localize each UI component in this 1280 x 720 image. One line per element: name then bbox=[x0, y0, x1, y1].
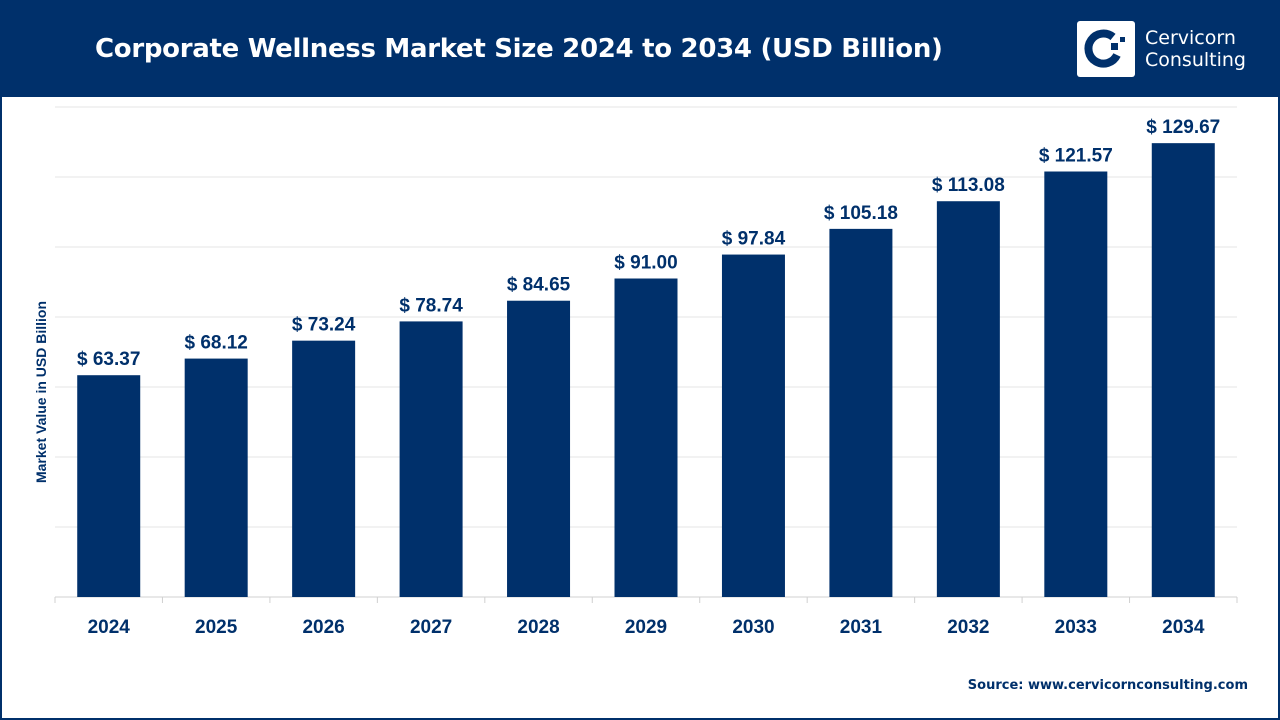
bar bbox=[829, 228, 893, 597]
chart-title: Corporate Wellness Market Size 2024 to 2… bbox=[95, 34, 943, 64]
bar bbox=[614, 278, 678, 597]
data-label: $ 97.84 bbox=[722, 229, 786, 250]
data-label: $ 129.67 bbox=[1146, 117, 1220, 138]
data-label: $ 68.12 bbox=[184, 333, 247, 354]
x-tick-label: 2032 bbox=[947, 617, 989, 638]
y-axis-label: Market Value in USD Billion bbox=[33, 301, 49, 483]
data-label: $ 105.18 bbox=[824, 203, 898, 224]
bar bbox=[399, 321, 463, 597]
data-label: $ 121.57 bbox=[1039, 146, 1113, 167]
x-tick-label: 2026 bbox=[302, 617, 344, 638]
header-banner: Corporate Wellness Market Size 2024 to 2… bbox=[0, 0, 1280, 97]
bar bbox=[721, 254, 785, 597]
logo-text: Cervicorn Consulting bbox=[1145, 27, 1246, 71]
x-tick-label: 2034 bbox=[1162, 617, 1205, 638]
data-label: $ 78.74 bbox=[399, 295, 463, 316]
x-tick-label: 2024 bbox=[88, 617, 131, 638]
bar bbox=[77, 375, 141, 597]
x-tick-label: 2029 bbox=[625, 617, 667, 638]
logo-line2: Consulting bbox=[1145, 49, 1246, 71]
x-tick-label: 2033 bbox=[1055, 617, 1097, 638]
bar bbox=[292, 340, 356, 597]
x-tick-label: 2027 bbox=[410, 617, 452, 638]
data-label: $ 73.24 bbox=[292, 315, 356, 336]
data-label: $ 63.37 bbox=[77, 349, 140, 370]
data-label: $ 84.65 bbox=[507, 275, 571, 296]
x-tick-label: 2031 bbox=[840, 617, 883, 638]
data-label: $ 113.08 bbox=[932, 175, 1005, 196]
x-tick-label: 2028 bbox=[517, 617, 559, 638]
source-note: Source: www.cervicornconsulting.com bbox=[967, 678, 1248, 693]
logo: Cervicorn Consulting bbox=[1077, 21, 1246, 77]
bar bbox=[1044, 171, 1108, 597]
data-label: $ 91.00 bbox=[614, 253, 677, 274]
logo-icon bbox=[1077, 21, 1135, 77]
logo-line1: Cervicorn bbox=[1145, 27, 1236, 49]
bar bbox=[184, 358, 248, 597]
x-tick-label: 2030 bbox=[732, 617, 774, 638]
x-tick-label: 2025 bbox=[195, 617, 238, 638]
bar bbox=[507, 300, 571, 597]
bar bbox=[936, 201, 1000, 597]
bar bbox=[1151, 143, 1215, 597]
